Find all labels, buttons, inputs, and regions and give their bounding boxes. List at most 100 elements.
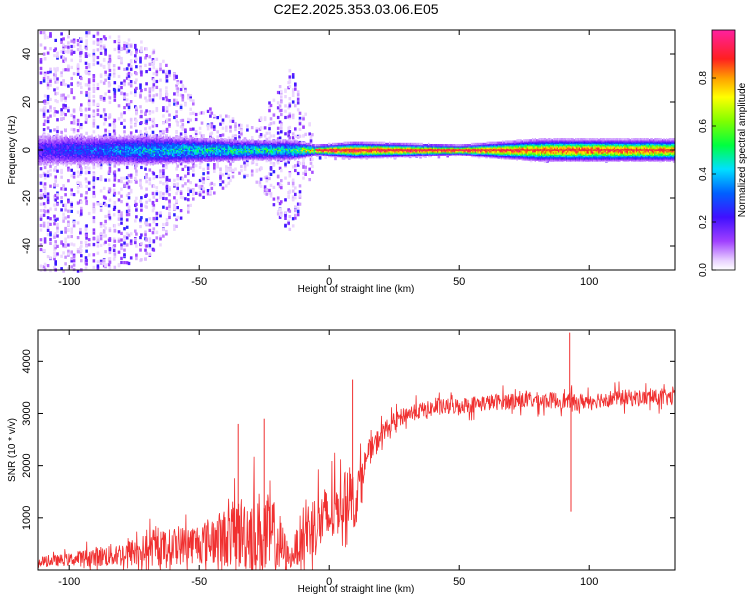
spectrogram-noise-cell [120,238,123,242]
spectrogram-noise-cell [84,256,88,260]
spectrogram-band-cell [38,141,40,144]
spectrogram-band-cell [135,159,137,162]
spectrogram-noise-cell [42,128,46,132]
spectrogram-noise-cell [198,165,202,169]
spectrogram-band-cell [138,159,140,162]
spectrogram-band-cell [43,159,45,162]
spectrogram-noise-cell [80,259,83,263]
spectrogram-band-cell [79,134,81,137]
spectrogram-noise-cell [276,101,280,105]
spectrogram-noise-cell [70,65,73,69]
spectrogram-noise-cell [96,162,100,167]
spectrogram-noise-cell [240,169,243,173]
spectrogram-noise-cell [120,194,123,198]
spectrogram-band-cell [125,153,127,156]
spectrogram-noise-cell [64,106,67,110]
spectrogram-noise-cell [46,255,50,259]
spectrogram-noise-cell [162,106,165,110]
spectrogram-noise-cell [46,233,50,237]
spectrogram-band-cell [134,147,136,150]
spectrogram-noise-cell [168,186,171,190]
spectrogram-band-cell [121,141,123,144]
spectrogram-noise-cell [104,226,107,230]
spectrogram-noise-cell [76,250,80,254]
spectrogram-band-cell [140,153,143,156]
spectrogram-noise-cell [162,205,165,209]
spectrogram-noise-cell [125,184,129,189]
spectrogram-noise-cell [176,186,179,190]
spectrogram-noise-cell [229,162,232,166]
spectrogram-noise-cell [225,125,228,129]
spectrogram-noise-cell [176,81,179,85]
spectrogram-band-cell [57,153,59,156]
spectrogram-noise-cell [139,218,142,222]
spectrogram-band-cell [138,141,140,144]
spectrogram-band-cell [103,141,105,144]
spectrogram-band-cell [58,135,61,138]
spectrogram-noise-cell [108,59,112,63]
spectrogram-noise-cell [104,117,107,121]
spectrogram-noise-cell [219,167,222,171]
spectrogram-noise-cell [148,126,152,130]
spectrogram-noise-cell [129,100,133,104]
spectrogram-noise-cell [288,75,292,79]
spectrogram-band-cell [84,159,87,162]
spectrogram-noise-cell [99,243,103,247]
spectrogram-noise-cell [87,107,91,111]
spectrogram-band-cell [92,141,94,144]
spectrogram-band-cell [67,153,70,156]
spectrogram-noise-cell [198,162,202,166]
spectrogram-noise-cell [246,124,249,128]
spectrogram-noise-cell [56,110,59,114]
spectrogram-band-cell [38,147,40,150]
spectrogram-noise-cell [54,262,57,266]
spectrogram-noise-cell [108,188,112,193]
spectrogram-noise-cell [202,177,205,181]
spectrogram-noise-cell [151,58,155,62]
spectrogram-noise-cell [268,136,271,140]
spectrogram-band-cell [93,136,96,140]
spectrogram-noise-cell [209,109,212,113]
spectrogram-noise-cell [288,125,292,129]
spectrogram-noise-cell [92,195,96,199]
spectrogram-noise-cell [198,126,202,130]
spectrogram-noise-cell [129,232,133,236]
spectrogram-noise-cell [72,193,76,197]
spectrogram-band-cell [148,147,150,150]
spectrogram-noise-cell [251,159,255,163]
spectrogram-noise-cell [39,238,43,242]
spectrogram-band-cell [109,147,111,150]
spectrogram-band-cell [100,141,102,144]
spectrogram-noise-cell [268,105,271,109]
spectrogram-noise-cell [46,199,50,203]
spectrogram-noise-cell [123,95,126,99]
spectrogram-noise-cell [175,110,178,114]
spectrogram-noise-cell [243,161,246,165]
spectrogram-band-cell [136,159,139,162]
spectrogram-band-cell [39,163,41,166]
spectrogram-band-cell [95,153,97,156]
spectrogram-band-cell [96,141,98,144]
spectrogram-noise-cell [298,111,302,115]
spectrogram-band-cell [87,153,89,156]
spectrogram-band-cell [157,147,159,150]
spectrogram-noise-cell [302,157,305,161]
spectrogram-noise-cell [85,166,88,170]
spectrogram-band-cell [147,147,149,150]
spectrogram-band-cell [106,153,109,156]
spectrogram-noise-cell [39,264,43,268]
spectrogram-noise-cell [291,217,295,221]
spectrogram-noise-cell [108,83,112,87]
spectrogram-noise-cell [99,175,103,179]
spectrogram-band-cell [116,147,118,150]
spectrogram-noise-cell [437,155,441,159]
spectrogram-noise-cell [76,201,80,205]
spectrogram-noise-cell [67,64,70,68]
spectrogram-band-cell [138,153,140,156]
spectrogram-noise-cell [104,219,107,223]
spectrogram-noise-cell [227,115,231,119]
spectrogram-noise-cell [67,49,70,53]
spectrogram-noise-cell [135,108,138,112]
spectrogram-noise-cell [92,228,96,232]
spectrogram-noise-cell [99,38,103,42]
